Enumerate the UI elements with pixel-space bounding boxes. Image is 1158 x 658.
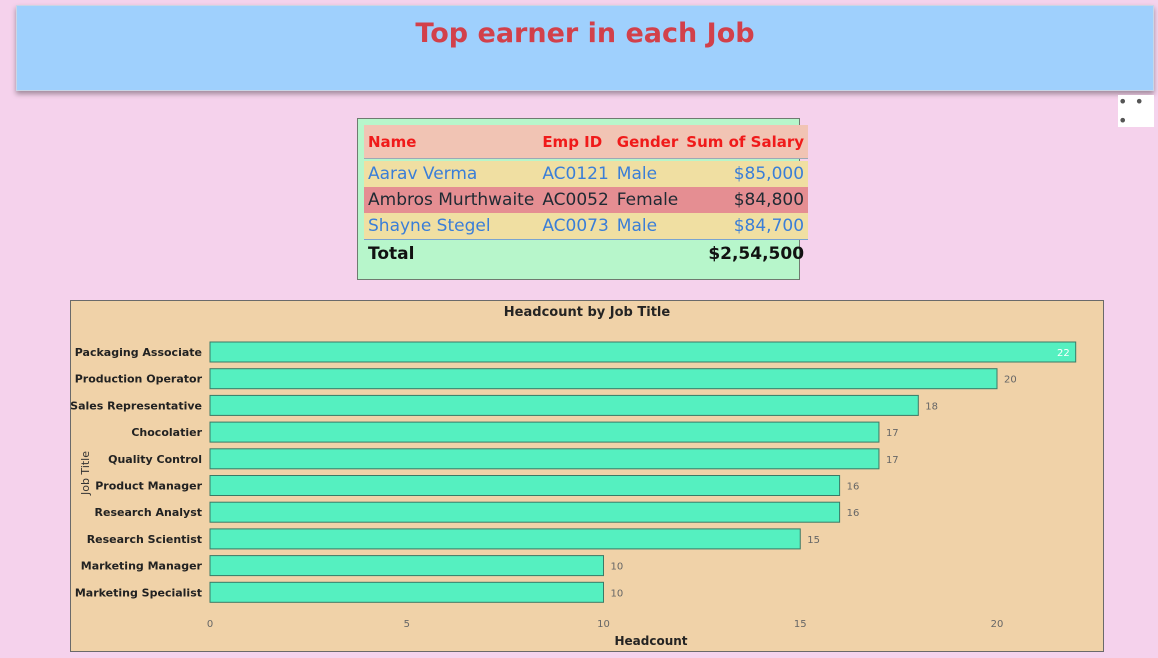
headcount-bar-chart: Headcount by Job Title Job Title Headcount… <box>71 305 1077 648</box>
bar <box>209 368 998 390</box>
x-tick-label: 15 <box>794 619 807 630</box>
y-tick-label: Research Analyst <box>95 506 202 519</box>
data-label: 22 <box>1057 348 1070 359</box>
top-earner-table-card: Name Emp ID Gender Sum of Salary Aarav V… <box>357 118 809 280</box>
column-header-name[interactable]: Name <box>364 125 539 159</box>
table-row[interactable]: Aarav Verma AC0121 Male $85,000 <box>364 161 809 187</box>
y-tick-label: Sales Representative <box>71 399 202 412</box>
y-tick-label: Packaging Associate <box>75 346 202 359</box>
cell-gender: Male <box>612 213 683 240</box>
cell-name: Aarav Verma <box>364 161 539 187</box>
table-row[interactable]: Ambros Murthwaite AC0052 Female $84,800 <box>364 187 809 213</box>
bar <box>209 421 880 443</box>
bar <box>209 555 604 577</box>
column-header-emp-id[interactable]: Emp ID <box>538 125 613 159</box>
data-label: 10 <box>611 562 624 573</box>
column-header-salary[interactable]: Sum of Salary <box>682 125 809 159</box>
y-tick-label: Research Scientist <box>87 533 202 546</box>
bar <box>209 501 841 523</box>
top-earner-table: Name Emp ID Gender Sum of Salary Aarav V… <box>364 125 809 269</box>
headcount-chart-card: Headcount by Job Title Job Title Headcount… <box>70 300 1104 652</box>
table-header-row: Name Emp ID Gender Sum of Salary <box>364 125 809 159</box>
total-value: $2,54,500 <box>708 244 805 264</box>
table-total-row: Total $2,54,500 <box>364 240 808 269</box>
y-tick-label: Production Operator <box>75 373 203 386</box>
table-row[interactable]: Shayne Stegel AC0073 Male $84,700 <box>364 213 809 240</box>
cell-gender: Female <box>612 187 683 213</box>
y-tick-label: Product Manager <box>95 480 202 493</box>
data-label: 10 <box>611 588 624 599</box>
bar <box>209 475 841 496</box>
x-tick-label: 0 <box>207 619 213 630</box>
title-banner: Top earner in each Job <box>16 5 1154 91</box>
cell-gender: Male <box>612 161 683 187</box>
cell-salary: $85,000 <box>682 161 809 187</box>
data-label: 20 <box>1004 375 1017 386</box>
bar <box>209 341 1077 363</box>
bar <box>209 394 919 416</box>
y-tick-label: Chocolatier <box>131 426 202 439</box>
y-axis-label: Job Title <box>79 451 92 496</box>
more-options-button[interactable]: • • • <box>1118 92 1154 130</box>
y-tick-label: Quality Control <box>108 453 202 466</box>
y-tick-label: Marketing Manager <box>81 560 203 573</box>
data-label: 18 <box>925 401 938 412</box>
cell-salary: $84,700 <box>682 213 809 240</box>
bar <box>209 581 604 603</box>
x-tick-label: 20 <box>991 619 1004 630</box>
y-tick-label: Marketing Specialist <box>75 586 202 599</box>
cell-name: Shayne Stegel <box>364 213 539 240</box>
data-label: 17 <box>886 428 899 439</box>
x-axis-label: Headcount <box>614 634 687 648</box>
cell-name: Ambros Murthwaite <box>364 187 539 213</box>
x-tick-label: 5 <box>404 619 410 630</box>
x-tick-label: 10 <box>597 619 610 630</box>
bar <box>209 448 880 470</box>
page-title: Top earner in each Job <box>415 18 755 49</box>
data-label: 16 <box>847 482 860 493</box>
data-label: 17 <box>886 455 899 466</box>
data-label: 15 <box>807 535 820 546</box>
cell-emp-id: AC0073 <box>538 213 613 240</box>
chart-title: Headcount by Job Title <box>504 305 671 320</box>
cell-emp-id: AC0052 <box>538 187 613 213</box>
bar <box>209 528 801 550</box>
cell-emp-id: AC0121 <box>538 161 613 187</box>
more-options-icon: • • • <box>1118 92 1145 130</box>
column-header-gender[interactable]: Gender <box>612 125 683 159</box>
cell-salary: $84,800 <box>682 187 809 213</box>
data-label: 16 <box>847 508 860 519</box>
total-label: Total <box>368 244 415 264</box>
